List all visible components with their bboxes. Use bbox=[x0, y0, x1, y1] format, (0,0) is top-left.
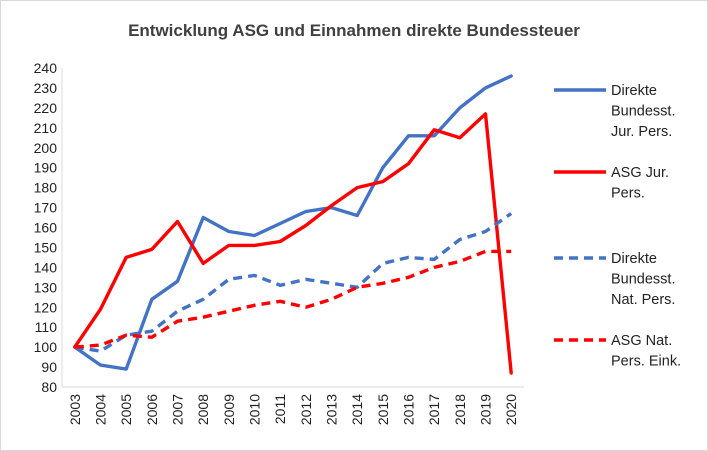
y-tick-label: 210 bbox=[34, 120, 58, 136]
y-axis: 80 90 100 110 120 130 140 150 160 170 180 190 200 210… bbox=[34, 60, 63, 395]
x-tick-label: 2008 bbox=[195, 394, 211, 425]
series-line-1 bbox=[73, 74, 513, 371]
y-tick-label: 80 bbox=[41, 379, 57, 395]
y-tick-label: 100 bbox=[34, 339, 58, 355]
chart-title: Entwicklung ASG und Einnahmen direkte Bu… bbox=[128, 21, 580, 40]
x-tick-label: 2015 bbox=[375, 394, 391, 425]
legend-label: Direkte bbox=[611, 83, 657, 99]
x-tick-label: 2019 bbox=[478, 394, 494, 425]
y-tick-label: 190 bbox=[34, 160, 58, 176]
x-tick-label: 2005 bbox=[118, 394, 134, 425]
x-tick-label: 2007 bbox=[170, 394, 186, 425]
x-tick-label: 2011 bbox=[272, 394, 288, 424]
x-axis: 2003 2004 2005 2006 2007 2008 2009 2010 2011 2012… bbox=[62, 386, 524, 425]
y-tick-label: 230 bbox=[34, 80, 58, 96]
y-tick-label: 110 bbox=[35, 319, 58, 335]
legend-label: Nat. Pers. bbox=[611, 292, 675, 308]
y-tick-label: 130 bbox=[34, 279, 58, 295]
series-line-4 bbox=[74, 249, 512, 349]
y-tick-label: 150 bbox=[34, 239, 58, 255]
x-tick-label: 2009 bbox=[221, 394, 237, 425]
y-tick-label: 140 bbox=[34, 259, 58, 275]
legend-label: Pers. bbox=[611, 186, 645, 202]
legend-label: Bundesst. bbox=[611, 272, 676, 288]
y-tick-label: 90 bbox=[41, 359, 57, 375]
x-tick-label: 2016 bbox=[401, 394, 417, 425]
x-tick-label: 2004 bbox=[93, 394, 109, 425]
y-tick-label: 160 bbox=[34, 220, 58, 236]
y-tick-label: 180 bbox=[34, 180, 58, 196]
x-tick-label: 2017 bbox=[426, 394, 442, 425]
legend-label: ASG Nat. bbox=[611, 333, 672, 349]
y-tick-label: 170 bbox=[34, 200, 58, 216]
y-tick-label: 120 bbox=[34, 299, 58, 315]
x-tick-label: 2006 bbox=[144, 394, 160, 425]
series-line-2 bbox=[73, 112, 513, 375]
legend-label: Jur. Pers. bbox=[611, 124, 672, 140]
x-tick-label: 2012 bbox=[298, 394, 314, 425]
x-tick-label: 2018 bbox=[452, 394, 468, 425]
y-tick-label: 220 bbox=[34, 100, 58, 116]
x-tick-label: 2013 bbox=[324, 394, 340, 425]
y-tick-label: 200 bbox=[34, 140, 58, 156]
x-tick-label: 2010 bbox=[247, 394, 263, 425]
series-group bbox=[73, 74, 513, 375]
series-line-3 bbox=[74, 212, 513, 353]
legend-label: Pers. Eink. bbox=[611, 354, 681, 370]
x-tick-label: 2014 bbox=[349, 394, 365, 425]
x-tick-label: 2003 bbox=[67, 394, 83, 425]
x-tick-label: 2020 bbox=[503, 394, 519, 425]
legend: Direkte Bundesst. Jur. Pers. ASG Jur. Pers. D… bbox=[554, 83, 681, 370]
legend-label: Direkte bbox=[611, 251, 657, 267]
legend-label: Bundesst. bbox=[611, 104, 676, 120]
y-tick-label: 240 bbox=[34, 60, 58, 76]
legend-label: ASG Jur. bbox=[611, 165, 669, 181]
